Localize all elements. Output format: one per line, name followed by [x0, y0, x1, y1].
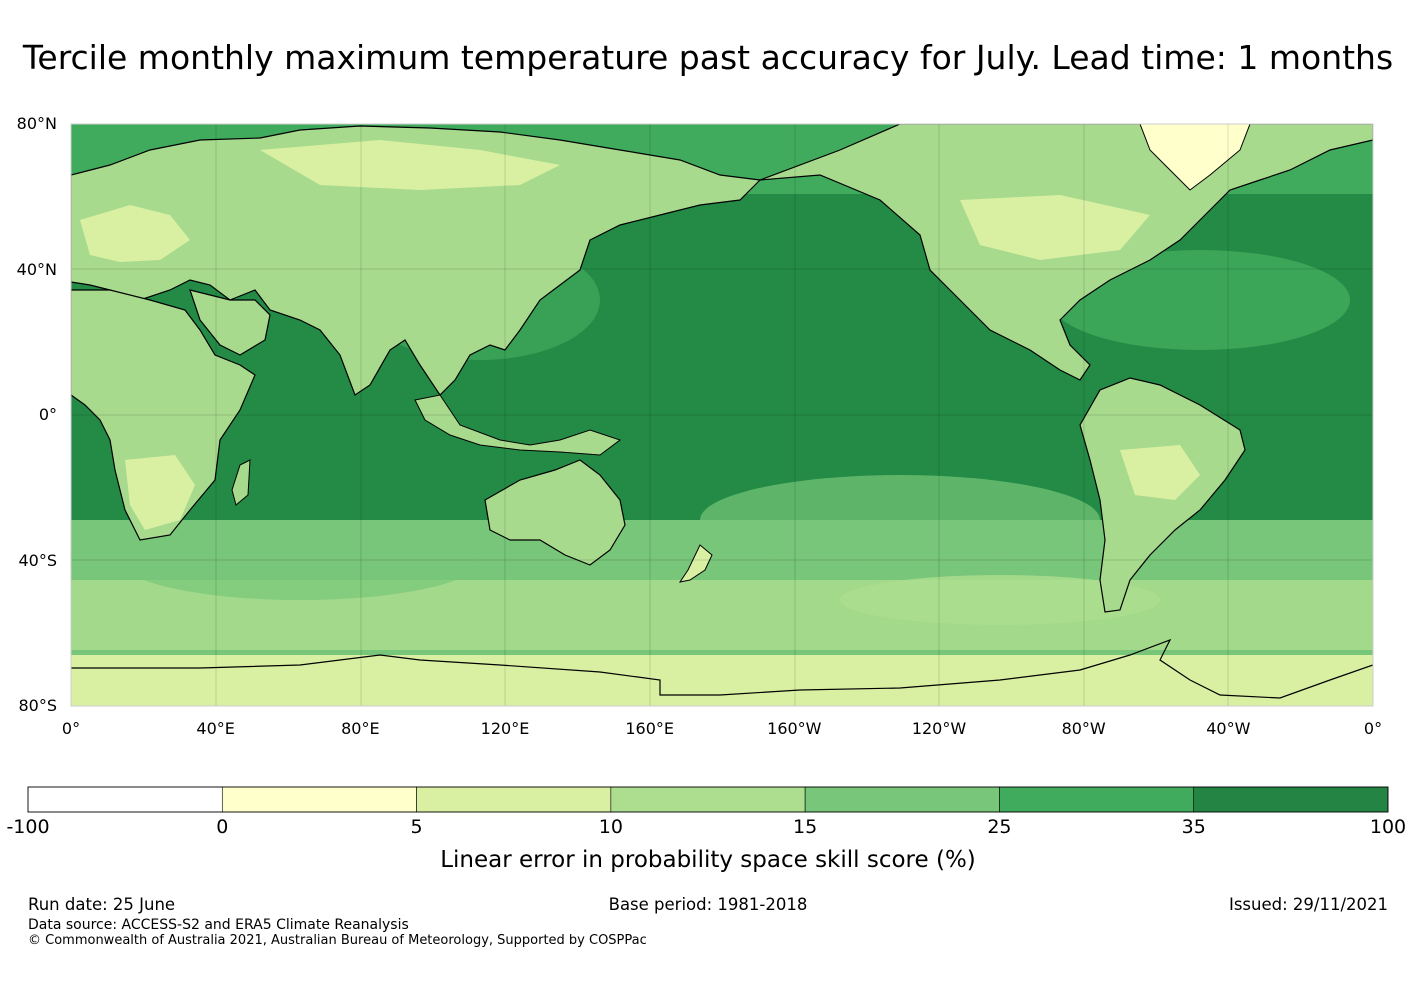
- longitude-label: 0°: [61, 719, 81, 738]
- colorbar-segment: [1193, 786, 1389, 813]
- colorbar-tick-label: 100: [1369, 816, 1407, 838]
- longitude-label: 160°E: [625, 719, 674, 738]
- latitude-label: 40°N: [16, 259, 57, 279]
- madagascar-landmass: [231, 459, 251, 506]
- ocean-patch: [840, 575, 1160, 625]
- europe-detail: [80, 205, 190, 262]
- data-source: Data source: ACCESS-S2 and ERA5 Climate …: [28, 917, 409, 933]
- run-date: Run date: 25 June: [28, 895, 176, 914]
- graticule: [71, 124, 1373, 706]
- ocean-patch: [120, 520, 480, 600]
- north-america-light: [960, 195, 1150, 260]
- colorbar-segment: [221, 786, 417, 813]
- latitude-label: 40°S: [18, 550, 57, 570]
- colorbar: [27, 786, 1389, 813]
- longitude-label: 160°W: [767, 719, 822, 738]
- longitude-label: 40°W: [1206, 719, 1251, 738]
- siberia-light: [260, 140, 560, 190]
- skill-map: [71, 124, 1373, 706]
- colorbar-segment: [610, 786, 806, 813]
- colorbar-tick-label: 15: [793, 816, 818, 838]
- arabia-landmass: [189, 289, 271, 356]
- colorbar-tick-label: 5: [410, 816, 423, 838]
- colorbar-label: Linear error in probability space skill …: [440, 847, 976, 873]
- issued-date: Issued: 29/11/2021: [1228, 895, 1388, 914]
- map-frame: [70, 123, 1374, 707]
- latitude-label: 80°N: [16, 114, 57, 133]
- map-title: Tercile monthly maximum temperature past…: [22, 38, 1394, 77]
- longitude-label: 120°E: [480, 719, 530, 738]
- colorbar-segment: [804, 786, 1000, 813]
- colorbar-frame: [27, 786, 1389, 813]
- latitude-label: 0°: [38, 405, 57, 424]
- colorbar-tick-label: 10: [598, 816, 623, 838]
- africa-landmass: [71, 289, 256, 541]
- longitude-label: 80°E: [341, 719, 380, 738]
- ocean-patch: [700, 475, 1100, 565]
- antarctica-coastline: [71, 638, 1373, 699]
- colorbar-tick-label: -100: [6, 816, 50, 838]
- colorbar-tick-label: 35: [1181, 816, 1206, 838]
- antarctica-band: [71, 655, 1373, 706]
- base-period: Base period: 1981-2018: [608, 895, 808, 914]
- colorbar-tick-label: 0: [216, 816, 229, 838]
- south-america-light: [1120, 445, 1200, 500]
- colorbar-tick-label: 25: [987, 816, 1012, 838]
- colorbar-segment: [27, 786, 223, 813]
- colorbar-segment: [416, 786, 612, 813]
- copyright-notice: © Commonwealth of Australia 2021, Austra…: [28, 933, 647, 948]
- longitude-label: 40°E: [196, 719, 235, 738]
- colorbar-segment: [999, 786, 1195, 813]
- longitude-label: 0°: [1363, 719, 1383, 738]
- longitude-label: 80°W: [1061, 719, 1106, 738]
- africa-south-light: [125, 455, 195, 530]
- longitude-label: 120°W: [911, 719, 967, 738]
- latitude-label: 80°S: [18, 696, 57, 715]
- new-zealand-landmass: [678, 544, 713, 583]
- australia-landmass: [484, 459, 626, 566]
- eurasia-landmass: [71, 125, 762, 396]
- greenland-landmass: [1139, 124, 1251, 191]
- maritime-continent: [414, 394, 622, 456]
- ocean-patch: [1050, 250, 1350, 350]
